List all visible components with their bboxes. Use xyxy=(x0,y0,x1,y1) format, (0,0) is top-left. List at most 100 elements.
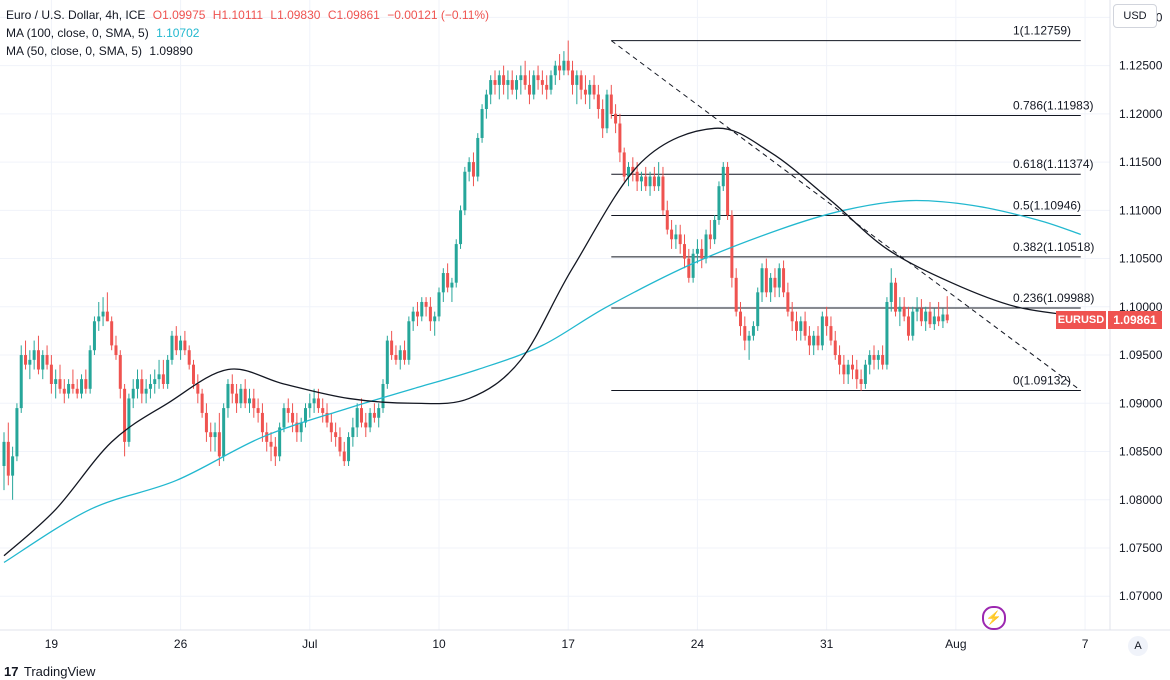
candle-body xyxy=(88,350,92,389)
candle-body xyxy=(614,113,618,124)
price-axis[interactable]: 1.130001.125001.120001.115001.110001.105… xyxy=(1119,10,1163,603)
fib-level-label: 0.786(1.11983) xyxy=(1013,98,1094,112)
candle-body xyxy=(665,210,669,230)
candle-body xyxy=(11,456,15,476)
fib-level-label: 0.618(1.11374) xyxy=(1013,157,1094,171)
candle-body xyxy=(876,355,880,360)
candle-body xyxy=(579,75,583,90)
candle-body xyxy=(919,308,923,322)
grid-lines xyxy=(0,0,1110,630)
candle-body xyxy=(631,166,635,172)
candle-body xyxy=(6,441,10,476)
time-tick-label: Jul xyxy=(302,637,317,651)
candle-body xyxy=(41,355,45,370)
fib-level-label: 0(1.09132) xyxy=(1013,374,1071,388)
auto-scale-button[interactable]: A xyxy=(1128,636,1148,656)
candle-body xyxy=(747,335,751,341)
candle-body xyxy=(437,292,441,317)
candle-body xyxy=(217,432,221,457)
candle-body xyxy=(269,441,273,447)
candle-body xyxy=(179,340,183,351)
candle-body xyxy=(110,321,114,346)
candle-body xyxy=(527,84,531,95)
candle-body xyxy=(553,65,557,76)
currency-button[interactable]: USD xyxy=(1113,4,1157,28)
candle-body xyxy=(717,186,721,220)
candle-body xyxy=(911,311,915,336)
symbol-title: Euro / U.S. Dollar, 4h, ICE xyxy=(6,8,146,22)
candle-body xyxy=(312,398,316,404)
candle-body xyxy=(123,388,127,442)
candle-body xyxy=(459,210,463,245)
candle-body xyxy=(273,446,277,457)
tradingview-logo[interactable]: 17 TradingView xyxy=(4,664,95,679)
price-tick-label: 1.08500 xyxy=(1119,445,1163,459)
candle-body xyxy=(842,364,846,375)
candle-body xyxy=(411,311,415,322)
ma50-value: 1.09890 xyxy=(149,44,193,58)
candle-body xyxy=(67,383,71,394)
candle-body xyxy=(695,248,699,254)
candle-body xyxy=(674,234,678,240)
candle-body xyxy=(833,340,837,356)
ma50-legend-row[interactable]: MA (50, close, 0, SMA, 5) 1.09890 xyxy=(6,42,489,60)
candle-body xyxy=(734,277,738,312)
candle-body xyxy=(463,171,467,211)
candle-body xyxy=(855,369,859,380)
candle-body xyxy=(756,292,760,327)
candle-body xyxy=(114,345,118,356)
price-tag-symbol: EURUSD xyxy=(1056,311,1106,330)
candle-body xyxy=(480,109,484,138)
candle-body xyxy=(347,437,351,462)
candle-body xyxy=(583,89,587,95)
candle-body xyxy=(187,350,191,365)
candle-body xyxy=(846,364,850,375)
candle-body xyxy=(937,316,941,322)
fib-level-label: 0.382(1.10518) xyxy=(1013,240,1094,254)
candle-body xyxy=(687,258,691,278)
candle-body xyxy=(433,316,437,322)
candle-body xyxy=(609,94,613,114)
price-tick-label: 1.11000 xyxy=(1119,203,1162,217)
candle-body xyxy=(28,359,32,365)
candle-body xyxy=(204,412,208,433)
candle-body xyxy=(850,364,854,370)
candle-body xyxy=(751,326,755,336)
candle-body xyxy=(32,350,36,360)
candle-body xyxy=(230,383,234,394)
candle-body xyxy=(489,80,493,95)
symbol-row: Euro / U.S. Dollar, 4h, ICE O1.09975 H1.… xyxy=(6,6,489,24)
candle-body xyxy=(670,229,674,240)
candle-body xyxy=(562,60,566,71)
candle-body xyxy=(342,451,346,462)
candle-body xyxy=(545,84,549,90)
candle-body xyxy=(894,282,898,312)
candle-body xyxy=(243,388,247,404)
ma100-legend-row[interactable]: MA (100, close, 0, SMA, 5) 1.10702 xyxy=(6,24,489,42)
candle-body xyxy=(510,80,514,90)
candle-body xyxy=(196,383,200,394)
candle-body xyxy=(303,408,307,423)
candle-body xyxy=(372,412,376,418)
candle-body xyxy=(299,422,303,433)
candle-body xyxy=(536,75,540,81)
candle-body xyxy=(174,335,178,351)
fibonacci-retracement[interactable]: 1(1.12759) 0.786(1.11983) 0.618(1.11374) 0.… xyxy=(611,24,1094,392)
candle-body xyxy=(394,355,398,360)
candle-body xyxy=(760,268,764,293)
candle-body xyxy=(566,60,570,71)
candle-body xyxy=(924,311,928,322)
economic-event-icon[interactable]: ⚡ xyxy=(982,606,1006,630)
ma100-value: 1.10702 xyxy=(156,26,200,40)
candle-body xyxy=(282,408,286,428)
ma100-label: MA (100, close, 0, SMA, 5) xyxy=(6,26,149,40)
dashed-trendline[interactable] xyxy=(610,40,1082,391)
candle-body xyxy=(635,171,639,182)
candle-body xyxy=(260,412,264,433)
time-axis[interactable]: 1926Jul10172431Aug714 xyxy=(45,637,1170,651)
candle-body xyxy=(881,355,885,365)
candle-body xyxy=(75,388,79,394)
candle-body xyxy=(351,427,355,438)
candle-body xyxy=(355,408,359,428)
